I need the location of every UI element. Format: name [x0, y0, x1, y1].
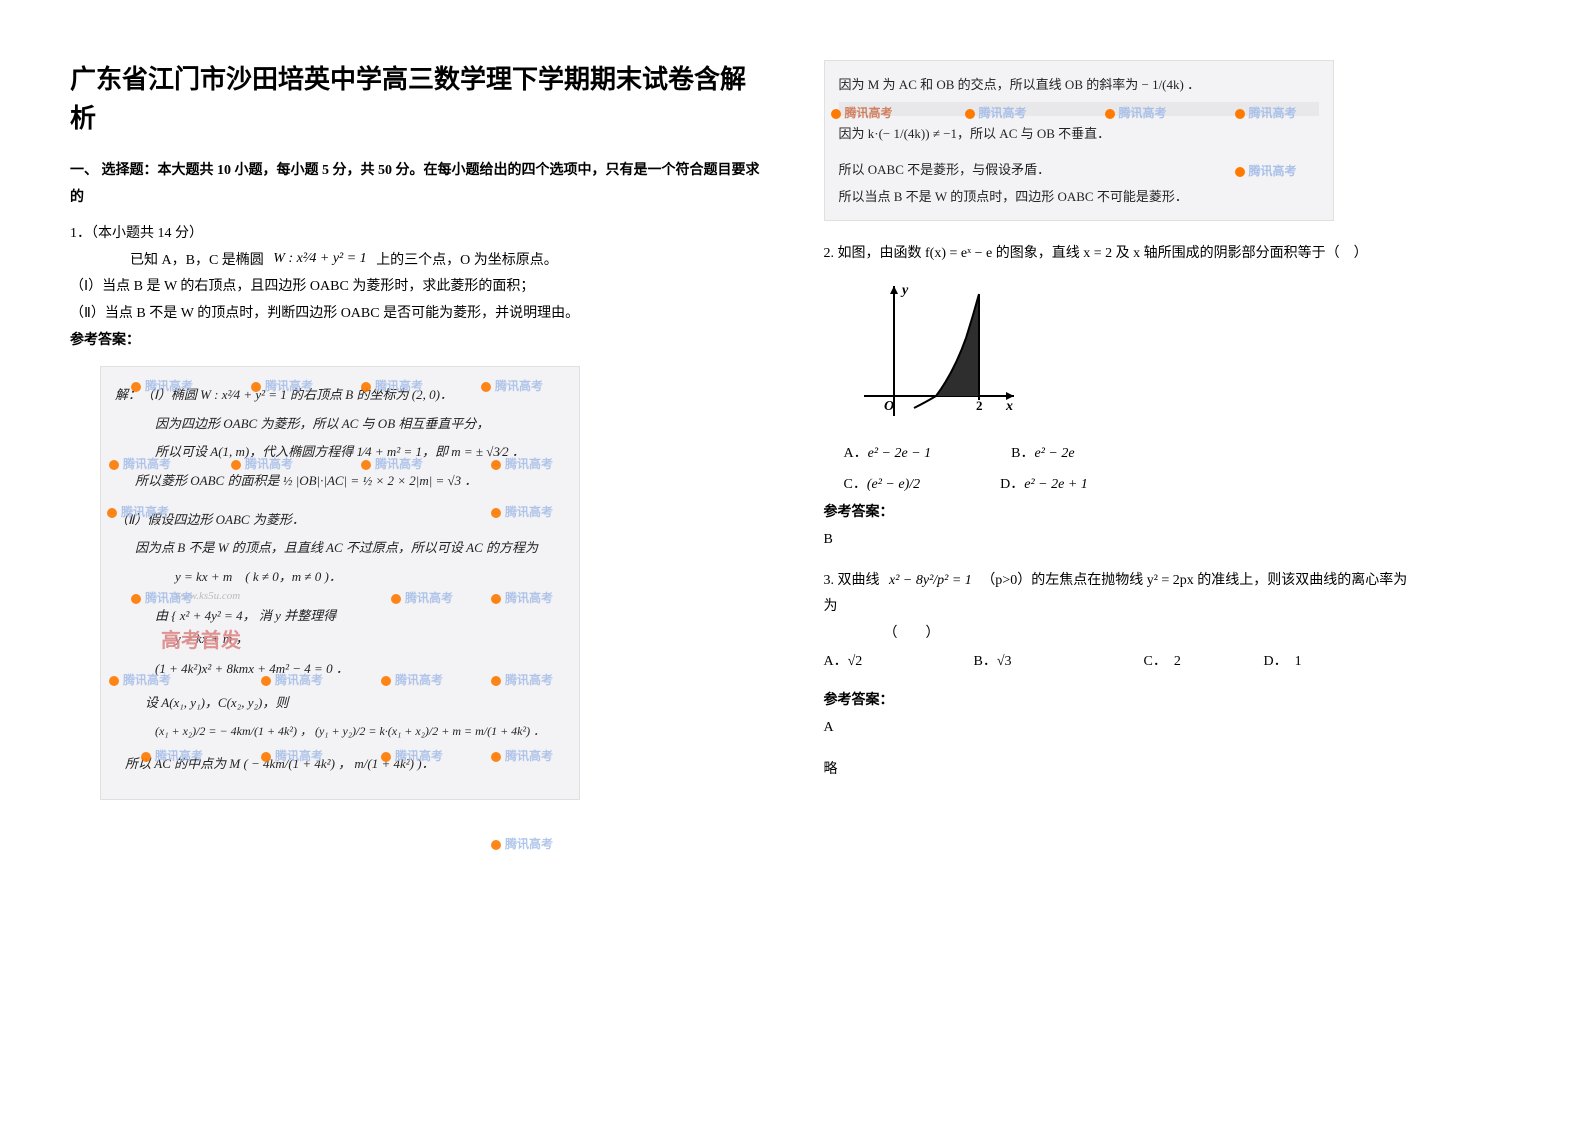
q2: 2. 如图，由函数 f(x) = eˣ − e 的图象，直线 x = 2 及 x…: [824, 241, 1518, 268]
wm: 腾讯高考: [361, 373, 423, 399]
q3-ans-head: 参考答案：: [824, 688, 1518, 715]
q1-eq1: W : x²⁄4 + y² = 1: [267, 251, 372, 266]
q2-ans-head: 参考答案：: [824, 500, 1518, 527]
q3-optD: D． 1: [1264, 647, 1364, 678]
q1-partII: （Ⅱ）当点 B 不是 W 的顶点时，判断四边形 OABC 是否可能为菱形，并说明…: [70, 301, 764, 328]
q2-graph: O 2 x y: [854, 276, 1024, 426]
q3-optB: B．√3: [974, 647, 1144, 678]
wm: 腾讯高考: [361, 451, 423, 477]
q3-optA: A．√2: [824, 647, 974, 678]
wm: 腾讯高考: [109, 667, 171, 693]
wm: 腾讯高考: [107, 499, 169, 525]
wm: 腾讯高考: [391, 585, 453, 611]
wm: 腾讯高考: [491, 667, 553, 693]
page-root: 广东省江门市沙田培英中学高三数学理下学期期末试卷含解析 一、 选择题：本大题共 …: [0, 0, 1587, 1122]
q3: 3. 双曲线 x² − 8y²/p² = 1 （p>0）的左焦点在抛物线 y² …: [824, 568, 1518, 595]
q1-stem1a: 已知 A，B，C 是椭圆: [130, 253, 264, 268]
sol-s8c: 消 y 并整理得: [259, 608, 336, 623]
q3-options: A．√2 B．√3 C． 2 D． 1: [824, 647, 1518, 678]
wm: 腾讯高考: [491, 831, 553, 857]
wm: 腾讯高考: [231, 451, 293, 477]
rtop-l1: 因为 M 为 AC 和 OB 的交点，所以直线 OB 的斜率为 − 1/(4k)…: [839, 71, 1319, 98]
wm: 腾讯高考: [261, 667, 323, 693]
doc-title: 广东省江门市沙田培英中学高三数学理下学期期末试卷含解析: [70, 60, 764, 138]
q1-solution-cont: 腾讯高考 腾讯高考 腾讯高考 腾讯高考 腾讯高考 因为 M 为 AC 和 OB …: [824, 60, 1334, 221]
q3-略: 略: [824, 757, 1518, 784]
q3-paren: （ ）: [824, 621, 1518, 648]
wm: 腾讯高考: [1105, 101, 1167, 126]
wm: 腾讯高考: [831, 101, 893, 126]
rtop-l4: 所以当点 B 不是 W 的顶点时，四边形 OABC 不可能是菱形．: [839, 183, 1319, 210]
sol-s11: (x₁ + x₂)/2 = − 4km/(1 + 4k²) ， (y₁ + y₂…: [115, 718, 565, 744]
section-1-head: 一、 选择题：本大题共 10 小题，每小题 5 分，共 50 分。在每小题给出的…: [70, 158, 764, 211]
o-label: O: [884, 399, 894, 414]
wm-alt: 高考首发: [161, 619, 241, 663]
right-column: 腾讯高考 腾讯高考 腾讯高考 腾讯高考 腾讯高考 因为 M 为 AC 和 OB …: [824, 60, 1518, 1062]
wm: 腾讯高考: [481, 373, 543, 399]
wm: 腾讯高考: [491, 743, 553, 769]
q2-stem: 如图，由函数 f(x) = eˣ − e 的图象，直线 x = 2 及 x 轴所…: [838, 246, 1368, 261]
q1-ans-head: 参考答案：: [70, 328, 764, 355]
sol-s2: 因为四边形 OABC 为菱形，所以 AC 与 OB 相互垂直平分，: [115, 410, 565, 439]
q3-ans: A: [824, 715, 1518, 742]
q3-wei: 为: [824, 594, 1518, 621]
wm: 腾讯高考: [1235, 101, 1297, 126]
wm: 腾讯高考: [381, 743, 443, 769]
q1-solution-box: 腾讯高考 腾讯高考 腾讯高考 腾讯高考 腾讯高考 腾讯高考 腾讯高考 腾讯高考 …: [100, 366, 580, 800]
q2-optB: B．e² − 2e: [1011, 439, 1074, 470]
q3-num: 3.: [824, 573, 835, 588]
x-label: x: [1005, 399, 1013, 414]
q3-stem2: （p>0）的左焦点在抛物线 y² = 2px 的准线上，则该双曲线的离心率为: [981, 573, 1407, 588]
q2-options: A．e² − 2e − 1 B．e² − 2e C．(e² − e)/2 D．e…: [844, 439, 1518, 501]
q1-stem-line1: 已知 A，B，C 是椭圆 W : x²⁄4 + y² = 1 上的三个点，O 为…: [70, 248, 764, 275]
wm: 腾讯高考: [131, 585, 193, 611]
wm: 腾讯高考: [1235, 159, 1297, 184]
q2-ans: B: [824, 527, 1518, 554]
q3-optC: C． 2: [1144, 647, 1264, 678]
wm: 腾讯高考: [261, 743, 323, 769]
wm: 腾讯高考: [141, 743, 203, 769]
wm: 腾讯高考: [381, 667, 443, 693]
y-label: y: [900, 283, 909, 298]
q2-num: 2.: [824, 246, 835, 261]
wm: 腾讯高考: [491, 499, 553, 525]
wm: 腾讯高考: [131, 373, 193, 399]
wm: 腾讯高考: [965, 101, 1027, 126]
two-label: 2: [976, 398, 983, 413]
q3-stem1: 双曲线: [838, 573, 880, 588]
q3-eq: x² − 8y²/p² = 1: [883, 573, 978, 588]
sol-s6: 因为点 B 不是 W 的顶点，且直线 AC 不过原点，所以可设 AC 的方程为: [115, 534, 565, 563]
q2-optA: A．e² − 2e − 1: [844, 439, 932, 470]
q2-optC: C．(e² − e)/2: [844, 470, 921, 501]
q1-partI: （Ⅰ）当点 B 是 W 的右顶点，且四边形 OABC 为菱形时，求此菱形的面积；: [70, 274, 764, 301]
q2-optD: D．e² − 2e + 1: [1000, 470, 1088, 501]
wm: 腾讯高考: [251, 373, 313, 399]
q1-stem1b: 上的三个点，O 为坐标原点。: [376, 253, 558, 268]
q1-num: 1．（本小题共 14 分）: [70, 221, 764, 248]
wm: 腾讯高考: [491, 585, 553, 611]
wm: 腾讯高考: [109, 451, 171, 477]
wm: 腾讯高考: [491, 451, 553, 477]
left-column: 广东省江门市沙田培英中学高三数学理下学期期末试卷含解析 一、 选择题：本大题共 …: [70, 60, 764, 1062]
